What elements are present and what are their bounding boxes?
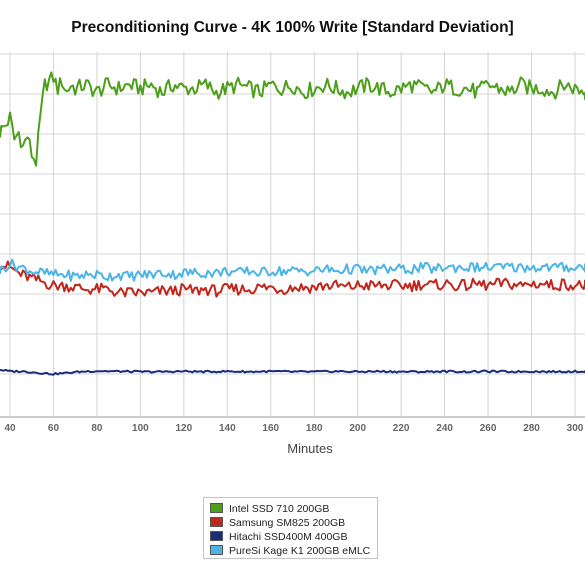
- legend-item-puresi: PureSi Kage K1 200GB eMLC: [210, 544, 370, 558]
- x-tick-label: 260: [480, 423, 497, 434]
- x-tick-labels: 40 60 80 100 120 140 160 180 200 220 240 260 280 300: [4, 423, 583, 434]
- legend-label-intel: Intel SSD 710 200GB: [229, 503, 330, 515]
- legend-item-samsung: Samsung SM825 200GB: [210, 516, 345, 530]
- legend-swatch-samsung: [210, 517, 223, 527]
- legend: Intel SSD 710 200GB Samsung SM825 200GB …: [203, 497, 378, 559]
- legend-swatch-intel: [210, 503, 223, 513]
- x-tick-label: 100: [132, 423, 149, 434]
- legend-label-samsung: Samsung SM825 200GB: [229, 517, 346, 529]
- legend-label-hitachi: Hitachi SSD400M 400GB: [229, 531, 348, 543]
- chart-title: Preconditioning Curve - 4K 100% Write [S…: [71, 19, 514, 36]
- x-tick-label: 140: [219, 423, 236, 434]
- x-tick-label: 120: [176, 423, 193, 434]
- series-line-1: [0, 260, 585, 298]
- series-lines: [0, 71, 585, 376]
- x-tick-label: 200: [349, 423, 366, 434]
- x-tick-label: 40: [4, 423, 16, 434]
- legend-label-puresi: PureSi Kage K1 200GB eMLC: [229, 545, 371, 557]
- series-line-3: [0, 258, 585, 282]
- x-tick-label: 160: [262, 423, 279, 434]
- x-axis-title: Minutes: [287, 441, 333, 456]
- x-tick-label: 60: [48, 423, 60, 434]
- series-line-0: [0, 71, 585, 167]
- series-line-2: [0, 368, 585, 376]
- x-tick-label: 80: [91, 423, 103, 434]
- x-tick-label: 300: [567, 423, 584, 434]
- x-tick-label: 280: [523, 423, 540, 434]
- legend-swatch-puresi: [210, 545, 223, 555]
- x-tick-label: 220: [393, 423, 410, 434]
- x-tick-label: 240: [436, 423, 453, 434]
- grid-lines: [0, 52, 585, 418]
- x-tick-label: 180: [306, 423, 323, 434]
- legend-item-hitachi: Hitachi SSD400M 400GB: [210, 530, 347, 544]
- legend-item-intel: Intel SSD 710 200GB: [210, 502, 329, 516]
- legend-swatch-hitachi: [210, 531, 223, 541]
